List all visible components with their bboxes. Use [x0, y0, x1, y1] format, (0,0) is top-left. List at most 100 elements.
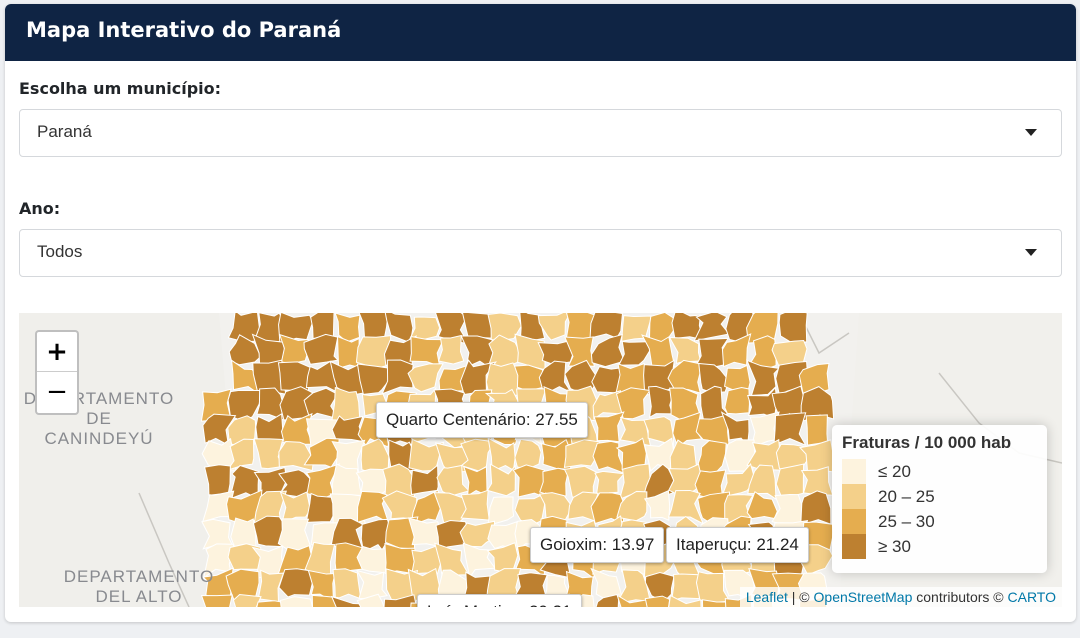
municipality-shape[interactable]	[539, 467, 569, 499]
legend-label: 20 – 25	[878, 486, 935, 506]
municipality-shape[interactable]	[563, 439, 601, 469]
municipality-shape[interactable]	[593, 411, 625, 443]
municipality-shape[interactable]	[331, 386, 361, 422]
municipality-shape[interactable]	[698, 362, 730, 394]
municipality-shape[interactable]	[537, 313, 573, 341]
municipality-shape[interactable]	[805, 414, 829, 446]
municipality-shape[interactable]	[519, 313, 546, 344]
municipality-shape[interactable]	[332, 568, 362, 601]
municipality-shape[interactable]	[331, 463, 363, 499]
municipality-shape[interactable]	[670, 573, 700, 602]
municipality-shape[interactable]	[334, 313, 361, 343]
tooltip-goioxim: Goioxim: 13.97	[530, 527, 665, 563]
municipality-shape[interactable]	[672, 411, 703, 449]
legend-item: ≤ 20	[842, 459, 1037, 484]
page-title: Mapa Interativo do Paraná	[5, 4, 1076, 61]
municipality-shape[interactable]	[616, 490, 648, 522]
municipality-shape[interactable]	[798, 362, 830, 396]
municipality-shape[interactable]	[279, 596, 314, 607]
municipality-shape[interactable]	[228, 334, 262, 366]
municipality-shape[interactable]	[644, 572, 675, 603]
municipality-shape[interactable]	[724, 387, 750, 415]
ano-label: Ano:	[19, 199, 61, 218]
municipality-shape[interactable]	[305, 492, 338, 523]
municipality-shape[interactable]	[669, 387, 702, 421]
municipality-shape[interactable]	[487, 313, 523, 342]
zoom-in-button[interactable]: +	[37, 332, 77, 372]
municipality-shape[interactable]	[437, 334, 465, 365]
municipality-shape[interactable]	[800, 490, 832, 526]
municipality-shape[interactable]	[381, 359, 414, 395]
municipality-shape[interactable]	[800, 386, 835, 423]
municipality-shape[interactable]	[278, 333, 309, 365]
municipality-shape[interactable]	[487, 496, 515, 527]
municipality-shape[interactable]	[589, 313, 624, 339]
municipality-shape[interactable]	[227, 415, 257, 447]
legend-label: ≤ 20	[878, 461, 911, 481]
municipality-shape[interactable]	[668, 463, 704, 498]
municipality-shape[interactable]	[778, 313, 808, 344]
map-canvas[interactable]	[19, 313, 1062, 607]
leaflet-link[interactable]: Leaflet	[745, 589, 788, 605]
municipality-shape[interactable]	[616, 594, 651, 607]
municipality-shape[interactable]	[232, 593, 262, 607]
map-attribution: Leaflet | © OpenStreetMap contributors ©…	[739, 587, 1062, 607]
municipality-shape[interactable]	[279, 491, 311, 524]
ano-select-value: Todos	[37, 242, 83, 261]
municipality-shape[interactable]	[746, 359, 781, 396]
municipality-shape[interactable]	[410, 489, 443, 527]
municipality-shape[interactable]	[305, 594, 339, 607]
municipality-shape[interactable]	[460, 489, 490, 521]
choropleth-map[interactable]: DEPARTAMENTO DE CANINDEYÚ DEPARTAMENTO D…	[19, 313, 1062, 607]
municipality-shape[interactable]	[595, 593, 626, 607]
legend-swatch	[842, 459, 866, 484]
municipality-shape[interactable]	[615, 387, 652, 420]
municipality-shape[interactable]	[695, 599, 730, 607]
zoom-out-button[interactable]: −	[46, 377, 68, 407]
municipality-shape[interactable]	[226, 438, 255, 472]
municipality-shape[interactable]	[695, 440, 727, 474]
legend-title: Fraturas / 10 000 hab	[842, 433, 1012, 452]
carto-link[interactable]: CARTO	[1007, 589, 1057, 605]
municipality-shape[interactable]	[514, 438, 542, 470]
municipality-shape[interactable]	[594, 470, 626, 500]
municipality-shape[interactable]	[356, 363, 392, 395]
legend-label: ≥ 30	[878, 536, 911, 556]
municipality-shape[interactable]	[564, 336, 595, 367]
municipality-shape[interactable]	[643, 490, 671, 521]
legend-swatch	[842, 534, 866, 559]
municipality-shape[interactable]	[227, 543, 262, 571]
legend-swatch	[842, 509, 866, 534]
municipality-shape[interactable]	[775, 463, 805, 498]
legend-item: 20 – 25	[842, 484, 1037, 509]
municipality-shape[interactable]	[720, 463, 756, 498]
legend-item: ≥ 30	[842, 534, 1037, 559]
municipality-shape[interactable]	[668, 594, 702, 607]
municipality-shape[interactable]	[407, 363, 444, 393]
municipality-shape[interactable]	[644, 595, 671, 607]
municipality-shape[interactable]	[383, 594, 418, 607]
municipality-shape[interactable]	[204, 464, 231, 496]
municipality-shape[interactable]	[200, 594, 233, 607]
municipality-shape[interactable]	[278, 568, 313, 598]
openstreetmap-link[interactable]: OpenStreetMap	[813, 589, 913, 605]
municipality-shape[interactable]	[641, 334, 676, 370]
municipality-shape[interactable]	[749, 335, 777, 370]
municipio-label: Escolha um município:	[19, 79, 222, 98]
municipality-shape[interactable]	[667, 359, 703, 394]
ano-select[interactable]: Todos	[19, 229, 1062, 277]
municipality-shape[interactable]	[331, 415, 365, 443]
tooltip-quarto-centenario: Quarto Centenário: 27.55	[376, 402, 588, 438]
municipality-shape[interactable]	[330, 595, 366, 607]
municipality-shape[interactable]	[773, 412, 807, 447]
municipality-shape[interactable]	[459, 520, 496, 548]
municipality-shape[interactable]	[355, 569, 388, 600]
municipality-shape[interactable]	[254, 600, 287, 607]
municipio-select[interactable]: Paraná	[19, 109, 1062, 157]
municipality-shape[interactable]	[356, 593, 386, 607]
municipality-shape[interactable]	[486, 463, 516, 497]
legend-item: 25 – 30	[842, 509, 1037, 534]
municipality-shape[interactable]	[227, 389, 262, 423]
map-legend: Fraturas / 10 000 hab ≤ 20 20 – 25 25 – 30…	[832, 425, 1047, 573]
municipality-shape[interactable]	[617, 340, 653, 366]
